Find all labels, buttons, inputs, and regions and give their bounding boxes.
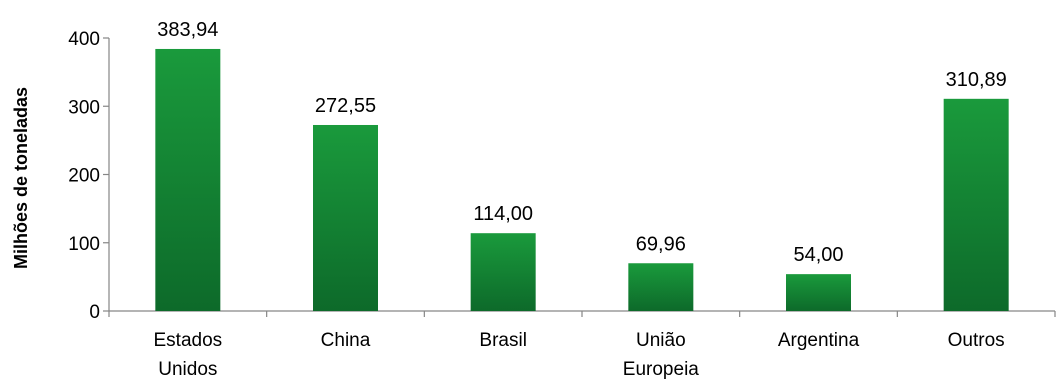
- x-category-label-line: China: [321, 330, 371, 351]
- data-label: 69,96: [636, 233, 686, 255]
- x-category-label: Estados Unidos: [154, 330, 223, 380]
- y-axis-title: Milhões de toneladas: [11, 87, 31, 269]
- bar: [155, 48, 221, 312]
- x-category-label: Brasil: [479, 330, 527, 351]
- y-tick-label: 200: [68, 166, 100, 187]
- x-category-label-line: Argentina: [778, 330, 860, 351]
- y-tick-label: 0: [89, 302, 100, 323]
- y-tick-label: 300: [68, 97, 100, 118]
- axes: 0 100 200 300 400: [68, 29, 1056, 323]
- x-category-label-line: União: [636, 330, 686, 351]
- data-label: 272,55: [315, 95, 376, 117]
- data-label: 114,00: [473, 203, 533, 225]
- data-label: 54,00: [793, 244, 843, 266]
- y-tick-label: 400: [68, 29, 100, 50]
- x-category-label: Outros: [948, 330, 1005, 351]
- data-label: 310,89: [946, 69, 1007, 91]
- x-category-label: China: [321, 330, 371, 351]
- y-axis-title-group: Milhões de toneladas: [11, 87, 31, 269]
- bar: [786, 274, 851, 311]
- labels: 383,94 Estados Unidos 272,55 China 114,00 Bras…: [154, 19, 1007, 380]
- x-category-label-line: Europeia: [623, 359, 699, 380]
- x-category-label-line: Unidos: [158, 359, 217, 380]
- x-category-label-line: Brasil: [479, 330, 527, 351]
- y-tick-label: 100: [68, 234, 100, 255]
- data-label: 383,94: [157, 19, 218, 41]
- x-category-label: Argentina: [778, 330, 860, 351]
- x-category-label: União Europeia: [623, 330, 699, 380]
- x-category-label-line: Outros: [948, 330, 1005, 351]
- x-category-label-line: Estados: [154, 330, 223, 351]
- bar: [943, 98, 1009, 312]
- bars: [155, 48, 1009, 312]
- bar: [628, 263, 694, 311]
- bar: [313, 124, 378, 312]
- bar: [470, 233, 536, 311]
